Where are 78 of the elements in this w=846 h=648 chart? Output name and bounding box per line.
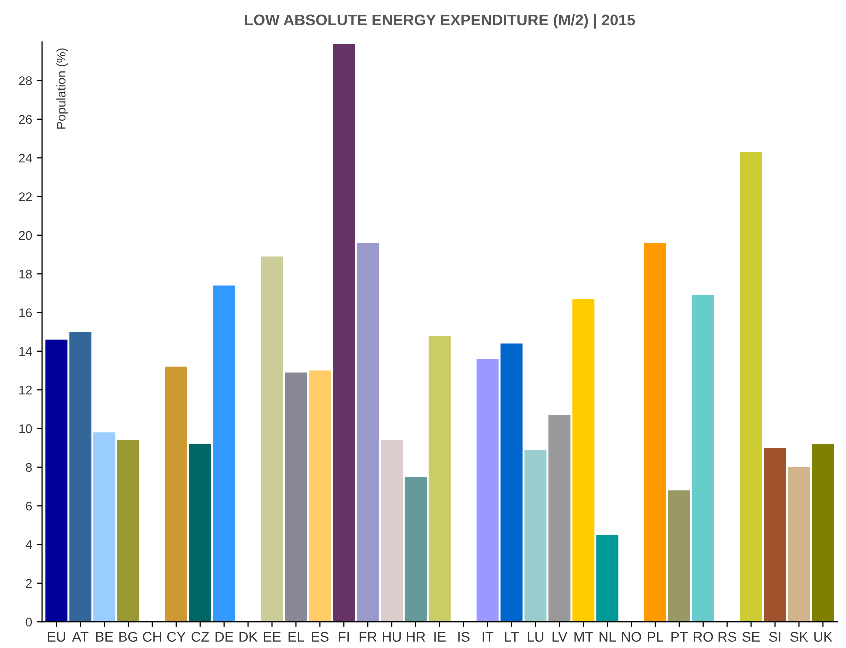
- bar: [668, 490, 690, 622]
- x-tick-label: ES: [312, 632, 329, 642]
- x-tick-label: EU: [48, 632, 66, 642]
- x-tick-label: SI: [769, 632, 781, 642]
- x-tick-label: UK: [814, 632, 833, 642]
- x-tick-label: LT: [505, 632, 520, 642]
- y-tick-label: 6: [26, 502, 32, 511]
- x-tick-label: BG: [120, 632, 138, 642]
- x-tick-label: HR: [407, 632, 426, 642]
- y-tick-label: 2: [26, 579, 32, 588]
- x-tick-label: PT: [672, 632, 688, 642]
- x-tick-label: HU: [383, 632, 401, 642]
- bar: [524, 450, 547, 622]
- chart-title: LOW ABSOLUTE ENERGY EXPENDITURE (M/2) | 2015: [245, 14, 636, 29]
- y-tick-label: 18: [20, 270, 32, 279]
- bar: [500, 344, 523, 622]
- x-tick-label: SE: [742, 632, 760, 642]
- x-tick-label: CY: [167, 632, 186, 642]
- bar: [285, 372, 308, 622]
- y-tick-label: 28: [19, 76, 32, 86]
- x-tick-label: EL: [288, 632, 304, 642]
- y-tick-label: 10: [20, 424, 32, 434]
- x-tick-label: PL: [648, 632, 664, 642]
- bar: [692, 295, 714, 622]
- x-tick-label: RO: [694, 632, 714, 642]
- x-tick-label: CH: [143, 632, 162, 642]
- x-tick-label: RS: [718, 632, 736, 642]
- x-tick-label: SK: [790, 632, 808, 642]
- bar: [357, 243, 380, 622]
- y-tick-label: 22: [19, 192, 32, 202]
- bar: [788, 467, 810, 622]
- bar: [428, 336, 451, 622]
- x-tick-label: IT: [482, 632, 494, 642]
- x-tick-label: LV: [552, 632, 568, 642]
- x-tick-label: MT: [574, 632, 594, 642]
- x-tick-label: NL: [600, 632, 616, 642]
- bar: [380, 440, 404, 622]
- x-tick-label: IS: [458, 632, 470, 642]
- y-tick-label: 12: [20, 386, 32, 395]
- x-tick-label: BE: [96, 632, 114, 642]
- bar: [118, 440, 140, 622]
- bar: [764, 448, 786, 622]
- x-tick-label: NO: [622, 632, 642, 642]
- bar: [740, 152, 762, 622]
- bar: [548, 415, 571, 622]
- y-tick-label: 24: [19, 154, 32, 163]
- x-tick-label: CZ: [192, 632, 210, 642]
- y-tick-label: 14: [20, 347, 32, 356]
- x-tick-label: FR: [360, 632, 377, 642]
- x-tick-label: DE: [216, 632, 234, 642]
- y-tick-label: 4: [26, 540, 32, 550]
- bar: [644, 243, 667, 622]
- y-axis-title: Population (%): [56, 48, 68, 129]
- bar: [309, 370, 332, 622]
- bar: [94, 432, 116, 622]
- bar: [333, 44, 356, 622]
- y-tick-label: 16: [20, 308, 32, 318]
- bar: [46, 340, 68, 622]
- x-tick-label: LU: [528, 632, 544, 642]
- bar: [476, 359, 499, 622]
- x-tick-label: AT: [72, 632, 89, 642]
- x-tick-label: FI: [339, 632, 349, 642]
- x-tick-label: DK: [240, 632, 258, 642]
- bar: [261, 256, 284, 622]
- y-tick-label: 20: [19, 231, 32, 240]
- bar: [189, 444, 212, 622]
- y-tick-label: 26: [19, 115, 32, 124]
- bar: [165, 366, 188, 622]
- bar: [404, 477, 427, 622]
- bar: [596, 535, 619, 622]
- y-tick-label: 8: [26, 463, 32, 472]
- x-tick-label: EE: [264, 632, 281, 642]
- y-tick-label: 0: [26, 618, 32, 627]
- bar: [70, 332, 92, 622]
- x-tick-label: IE: [434, 632, 446, 642]
- bar: [572, 299, 595, 622]
- bar: [213, 286, 236, 622]
- bar: [812, 444, 834, 622]
